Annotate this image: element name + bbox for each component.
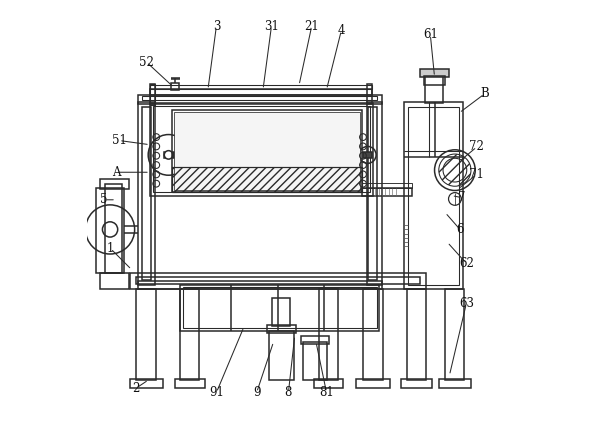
Bar: [404, 102, 463, 289]
Bar: [164, 151, 174, 158]
Bar: [150, 103, 373, 196]
Bar: [362, 183, 411, 188]
Bar: [130, 273, 426, 289]
Bar: [175, 379, 205, 388]
Bar: [408, 107, 459, 284]
Text: 1: 1: [107, 242, 114, 255]
Bar: [269, 331, 294, 380]
Text: 81: 81: [319, 386, 334, 399]
Bar: [420, 69, 448, 77]
Bar: [319, 289, 338, 380]
Text: 9: 9: [253, 386, 260, 399]
Text: 91: 91: [209, 386, 224, 399]
Text: 4: 4: [338, 24, 345, 37]
Bar: [153, 106, 370, 192]
Bar: [301, 336, 329, 344]
Bar: [368, 107, 377, 280]
Bar: [272, 298, 290, 326]
Bar: [439, 379, 471, 388]
Bar: [105, 184, 122, 273]
Text: A: A: [112, 166, 120, 179]
Bar: [362, 188, 411, 196]
Text: 7: 7: [458, 191, 466, 204]
Text: 52: 52: [139, 56, 154, 68]
Bar: [401, 379, 432, 388]
Bar: [407, 289, 426, 380]
Text: 6: 6: [456, 223, 463, 236]
Bar: [314, 379, 343, 388]
Bar: [367, 102, 382, 284]
Bar: [182, 287, 377, 328]
Bar: [267, 325, 296, 333]
Circle shape: [164, 150, 173, 159]
Text: B: B: [480, 88, 489, 100]
Bar: [425, 76, 443, 103]
Bar: [367, 84, 373, 105]
Bar: [174, 112, 359, 190]
Bar: [150, 84, 155, 105]
Bar: [136, 289, 156, 380]
Bar: [356, 379, 390, 388]
Bar: [150, 84, 155, 105]
Text: 61: 61: [423, 28, 438, 41]
Bar: [142, 107, 151, 280]
Text: 21: 21: [304, 20, 319, 33]
Bar: [445, 289, 464, 380]
Bar: [172, 167, 362, 192]
Bar: [100, 178, 129, 189]
Text: 62: 62: [459, 257, 474, 270]
Text: 63: 63: [459, 297, 474, 310]
Bar: [172, 110, 362, 192]
Bar: [130, 379, 163, 388]
Bar: [138, 281, 382, 289]
Bar: [424, 76, 445, 85]
Bar: [138, 95, 382, 105]
Text: 31: 31: [264, 20, 279, 33]
Bar: [303, 342, 327, 380]
Text: 2: 2: [132, 382, 139, 395]
Bar: [362, 289, 383, 380]
Bar: [179, 284, 380, 331]
Text: 51: 51: [112, 134, 126, 147]
Bar: [150, 89, 373, 95]
Bar: [171, 83, 179, 90]
Bar: [181, 289, 200, 380]
Bar: [142, 96, 377, 100]
Text: 5: 5: [100, 193, 108, 206]
Bar: [138, 102, 155, 284]
Bar: [100, 273, 129, 289]
Text: 71: 71: [469, 168, 484, 181]
Bar: [364, 151, 372, 158]
Text: 8: 8: [285, 386, 292, 399]
Text: 3: 3: [213, 20, 220, 33]
Bar: [136, 278, 420, 283]
Text: 72: 72: [469, 140, 484, 153]
Bar: [150, 85, 373, 89]
Bar: [96, 188, 124, 273]
